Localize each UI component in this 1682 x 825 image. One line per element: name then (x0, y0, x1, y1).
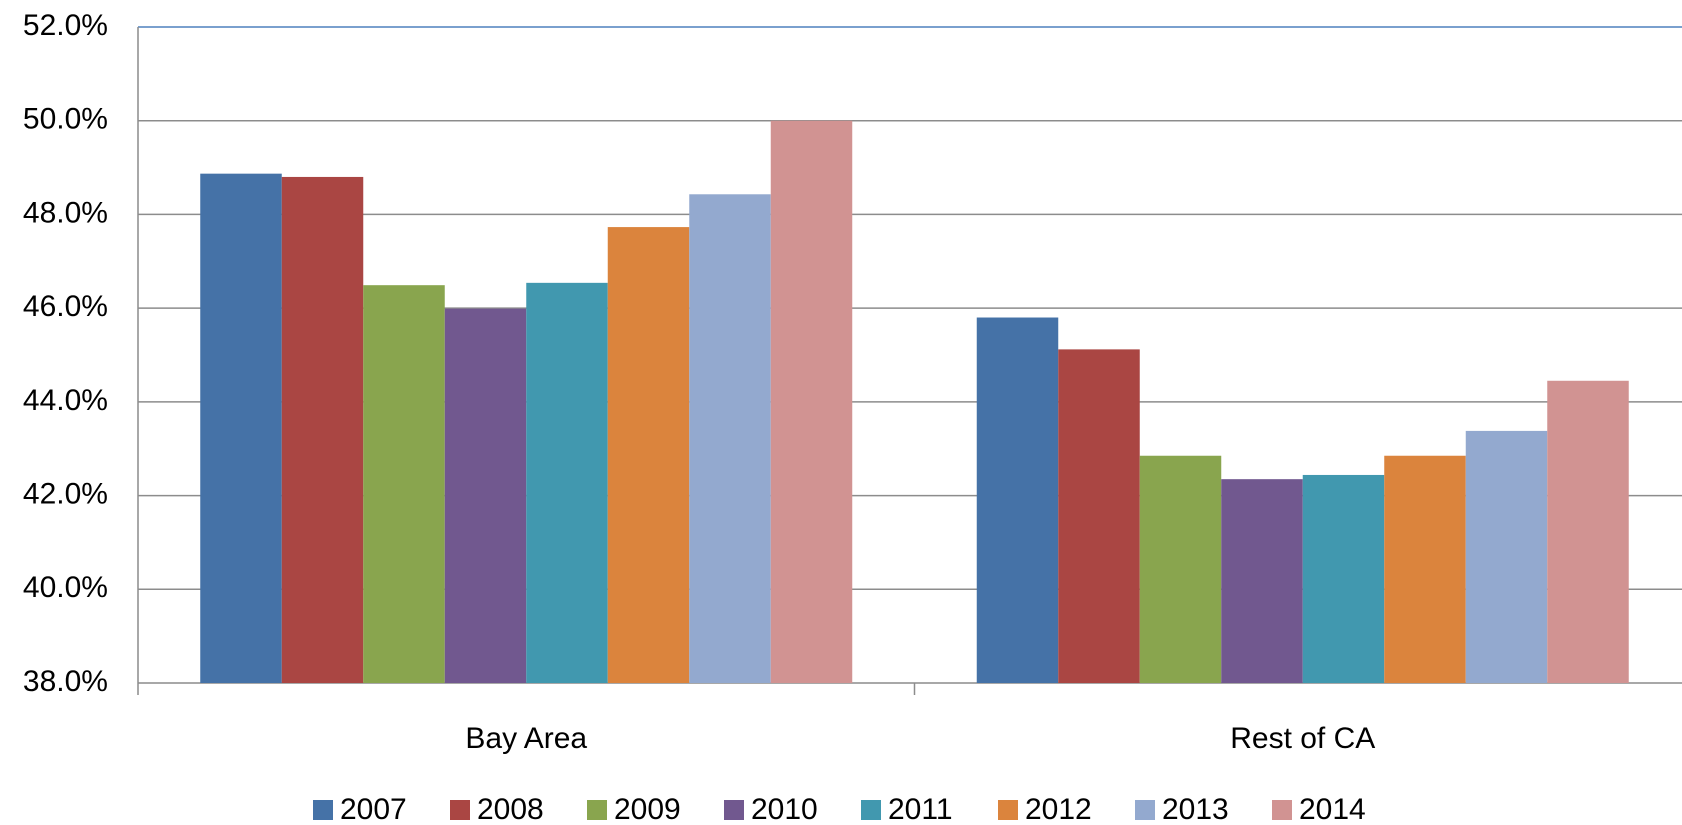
legend-swatch (724, 800, 744, 820)
legend-label: 2007 (340, 793, 407, 825)
bar (1139, 455, 1222, 683)
legend-swatch (313, 800, 333, 820)
legend-swatch (587, 800, 607, 820)
legend-swatch (1135, 800, 1155, 820)
bar (1058, 349, 1140, 683)
bar (607, 227, 690, 683)
y-tick-label: 40.0% (23, 571, 108, 604)
bar (363, 285, 445, 683)
bar (976, 317, 1059, 683)
legend-label: 2011 (888, 793, 953, 825)
legend-label: 2009 (614, 793, 681, 825)
x-tick-label: Rest of CA (1230, 722, 1375, 755)
legend-label: 2012 (1025, 793, 1092, 825)
bar (1547, 380, 1629, 683)
bar (526, 282, 608, 683)
legend-label: 2008 (477, 793, 544, 825)
legend-label: 2013 (1162, 793, 1229, 825)
legend-swatch (861, 800, 881, 820)
bar (770, 120, 853, 683)
bar (281, 176, 364, 683)
legend-swatch (450, 800, 470, 820)
x-tick-label: Bay Area (465, 722, 587, 755)
bar (444, 308, 527, 683)
bar (1465, 430, 1548, 683)
legend-swatch (998, 800, 1018, 820)
legend-label: 2014 (1299, 793, 1366, 825)
bar (1221, 479, 1303, 683)
bar (1302, 474, 1385, 683)
legend-swatch (1272, 800, 1292, 820)
y-tick-label: 46.0% (23, 290, 108, 323)
y-tick-label: 44.0% (23, 384, 108, 417)
bar (200, 173, 282, 684)
y-tick-label: 38.0% (23, 665, 108, 698)
y-tick-label: 50.0% (23, 103, 108, 136)
y-tick-label: 52.0% (23, 9, 108, 42)
legend-label: 2010 (751, 793, 818, 825)
bar (689, 194, 771, 683)
y-tick-label: 42.0% (23, 477, 108, 510)
bar (1384, 455, 1466, 683)
y-tick-label: 48.0% (23, 196, 108, 229)
